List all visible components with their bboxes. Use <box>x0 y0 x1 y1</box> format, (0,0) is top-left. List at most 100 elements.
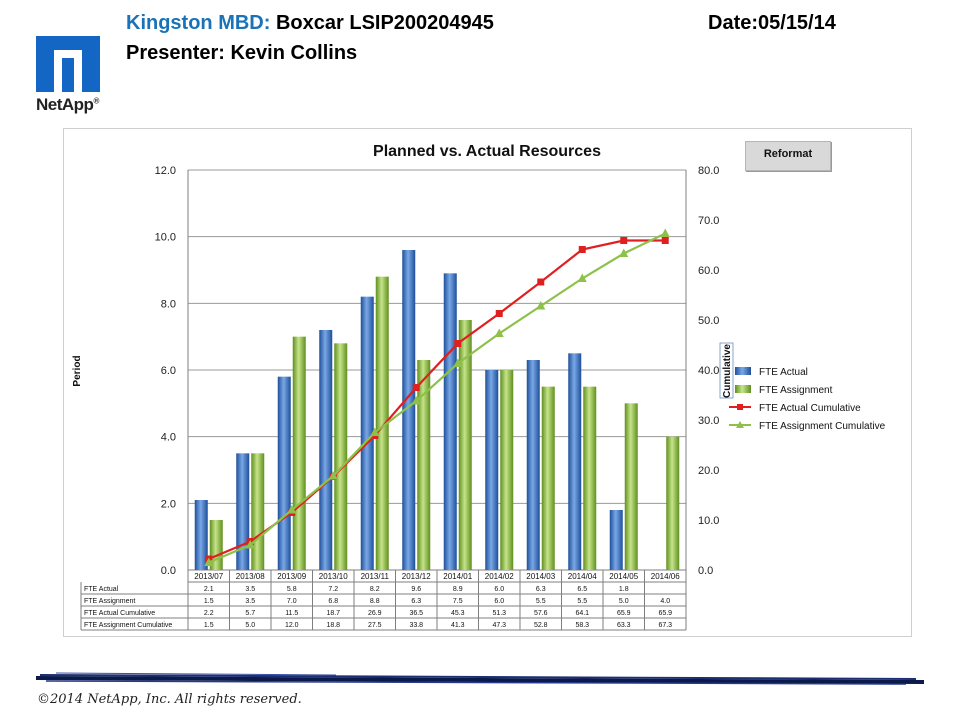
point-assignment-cumulative <box>370 427 380 436</box>
table-cell: 45.3 <box>451 610 465 617</box>
table-cell: 47.3 <box>492 622 506 629</box>
bar-fte-assignment <box>417 360 431 570</box>
table-cell: 64.1 <box>575 610 589 617</box>
table-cell: 8.8 <box>370 598 380 605</box>
table-cell: 5.0 <box>619 598 629 605</box>
legend-marker <box>736 421 744 428</box>
table-cell: 5.7 <box>245 610 255 617</box>
y2-tick-label: 60.0 <box>698 265 719 277</box>
x-tick-label: 2013/11 <box>361 572 390 581</box>
y-axis-label: Period <box>72 355 83 386</box>
page-title: Kingston MBD: Boxcar LSIP200204945 <box>126 12 494 35</box>
bar-fte-assignment <box>624 403 638 570</box>
y2-tick-label: 80.0 <box>698 165 719 177</box>
bar-fte-assignment <box>375 276 389 570</box>
x-tick-label: 2014/02 <box>485 572 514 581</box>
table-cell: 1.8 <box>619 586 629 593</box>
bar-fte-actual <box>360 296 374 570</box>
legend-swatch <box>735 385 751 393</box>
legend-entry: FTE Assignment Cumulative <box>759 421 886 432</box>
chart-title: Planned vs. Actual Resources <box>373 143 601 160</box>
x-tick-label: 2013/10 <box>319 572 348 581</box>
chart-svg: Planned vs. Actual Resources 0.0 2.0 4.0 6.0… <box>72 143 886 631</box>
table-cell: 27.5 <box>368 622 382 629</box>
table-cell: 5.5 <box>577 598 587 605</box>
table-cell: 1.5 <box>204 598 214 605</box>
bar-fte-actual <box>236 453 250 570</box>
table-cell: 6.5 <box>577 586 587 593</box>
series-line-assignment-cumulative <box>208 232 666 564</box>
table-cell: 5.5 <box>536 598 546 605</box>
y-tick-label: 2.0 <box>161 498 176 510</box>
bar-fte-actual <box>319 330 333 570</box>
bar-fte-actual <box>194 500 208 570</box>
point-actual-cumulative <box>495 310 503 317</box>
point-assignment-cumulative <box>328 471 338 480</box>
bar-fte-assignment <box>334 343 348 570</box>
table-cell: 5.8 <box>287 586 297 593</box>
bar-fte-actual <box>568 353 582 570</box>
table-cell: 5.0 <box>245 622 255 629</box>
table-cell: 1.5 <box>204 622 214 629</box>
reformat-button[interactable]: Reformat <box>745 141 831 171</box>
bar-fte-assignment <box>541 386 555 570</box>
point-actual-cumulative <box>454 340 462 347</box>
x-tick-label: 2014/06 <box>651 572 680 581</box>
x-tick-label: 2014/04 <box>568 572 597 581</box>
table-cell: 6.8 <box>328 598 338 605</box>
point-actual-cumulative <box>412 384 420 391</box>
brand-label: Kingston MBD: <box>126 12 271 34</box>
point-assignment-cumulative <box>411 396 421 405</box>
bar-fte-assignment <box>251 453 265 570</box>
y2-tick-label: 20.0 <box>698 465 719 477</box>
bar-fte-actual <box>485 370 499 570</box>
point-assignment-cumulative <box>577 273 587 282</box>
x-tick-label: 2013/08 <box>236 572 265 581</box>
y2-tick-label: 0.0 <box>698 565 713 577</box>
point-assignment-cumulative <box>287 505 297 514</box>
y2-tick-label: 30.0 <box>698 415 719 427</box>
bar-fte-actual <box>402 250 416 570</box>
table-cell: 12.0 <box>285 622 299 629</box>
point-actual-cumulative <box>661 237 669 244</box>
point-assignment-cumulative <box>453 358 463 367</box>
x-tick-label: 2013/07 <box>194 572 223 581</box>
point-assignment-cumulative <box>494 328 504 337</box>
table-cell: 6.0 <box>494 586 504 593</box>
x-tick-label: 2014/01 <box>443 572 472 581</box>
bar-fte-actual <box>609 510 623 570</box>
table-row-label: FTE Assignment <box>84 598 135 605</box>
bar-fte-actual <box>277 376 291 570</box>
table-row-label: FTE Actual Cumulative <box>84 610 155 617</box>
footer-brush-stroke <box>36 672 924 685</box>
y-tick-label: 10.0 <box>155 232 176 244</box>
legend-entry: FTE Assignment <box>759 385 833 396</box>
bar-fte-assignment <box>583 386 597 570</box>
table-cell: 51.3 <box>492 610 506 617</box>
table-cell: 2.2 <box>204 610 214 617</box>
point-assignment-cumulative <box>245 540 255 549</box>
point-assignment-cumulative <box>619 248 629 257</box>
y-tick-label: 0.0 <box>161 565 176 577</box>
netapp-logo-icon <box>36 36 100 92</box>
project-label: Boxcar LSIP200204945 <box>275 12 494 34</box>
table-cell: 4.0 <box>660 598 670 605</box>
chart-container: Planned vs. Actual Resources 0.0 2.0 4.0 6.0… <box>63 128 912 637</box>
table-cell: 3.5 <box>245 586 255 593</box>
x-tick-label: 2014/03 <box>526 572 555 581</box>
table-cell: 67.3 <box>658 622 672 629</box>
y2-tick-label: 70.0 <box>698 215 719 227</box>
y-tick-label: 8.0 <box>161 298 176 310</box>
table-cell: 52.8 <box>534 622 548 629</box>
bar-fte-assignment <box>458 320 472 570</box>
bar-fte-assignment <box>666 436 680 570</box>
legend-marker <box>737 404 743 410</box>
table-cell: 18.7 <box>326 610 340 617</box>
y2-tick-label: 10.0 <box>698 515 719 527</box>
table-cell: 6.3 <box>411 598 421 605</box>
legend-entry: FTE Actual <box>759 367 808 378</box>
y2-axis-label-frame <box>719 342 734 399</box>
point-assignment-cumulative <box>204 557 214 566</box>
point-actual-cumulative <box>620 237 628 244</box>
y2-axis-label: Cumulative <box>722 344 733 398</box>
